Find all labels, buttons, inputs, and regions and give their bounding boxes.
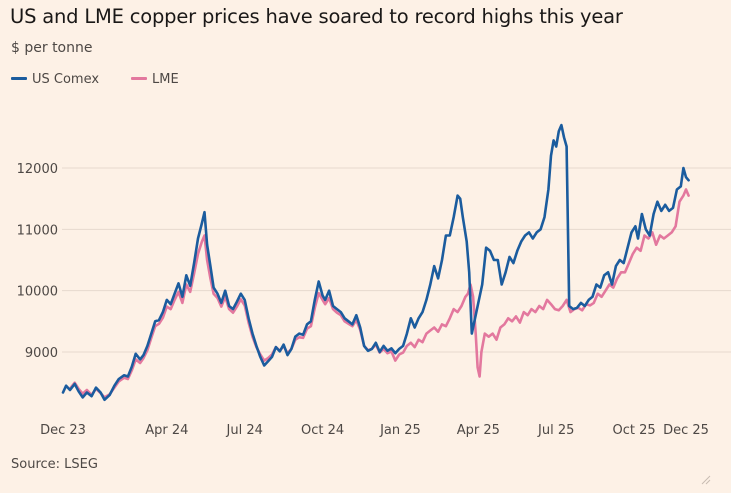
resize-grip-icon: [701, 475, 711, 485]
y-tick-label: 10000: [17, 285, 58, 300]
x-tick-label: Oct 25: [613, 423, 656, 438]
y-tick-label: 12000: [17, 162, 58, 177]
x-tick-label: Dec 25: [663, 423, 709, 438]
x-tick-label: Oct 24: [301, 423, 344, 438]
legend-item-lme: LME: [131, 72, 179, 87]
y-tick-label: 11000: [17, 223, 58, 238]
x-tick-label: Apr 24: [145, 423, 188, 438]
y-tick-label: 9000: [25, 346, 58, 361]
series-line-comex: [61, 123, 690, 402]
legend-swatch-comex: [11, 77, 27, 80]
x-tick-label: Dec 23: [40, 423, 86, 438]
legend-item-comex: US Comex: [11, 72, 99, 87]
chart-title: US and LME copper prices have soared to …: [10, 5, 623, 28]
legend-swatch-lme: [131, 77, 147, 80]
series-line-lme: [69, 188, 690, 399]
x-tick-label: Apr 25: [457, 423, 500, 438]
source-note: Source: LSEG: [11, 457, 98, 472]
y-axis-unit: $ per tonne: [11, 40, 93, 56]
x-tick-label: Jul 25: [537, 423, 574, 438]
x-tick-label: Jul 24: [226, 423, 263, 438]
legend-label-lme: LME: [152, 72, 179, 87]
legend-label-comex: US Comex: [32, 72, 100, 87]
x-tick-label: Jan 25: [379, 423, 421, 438]
